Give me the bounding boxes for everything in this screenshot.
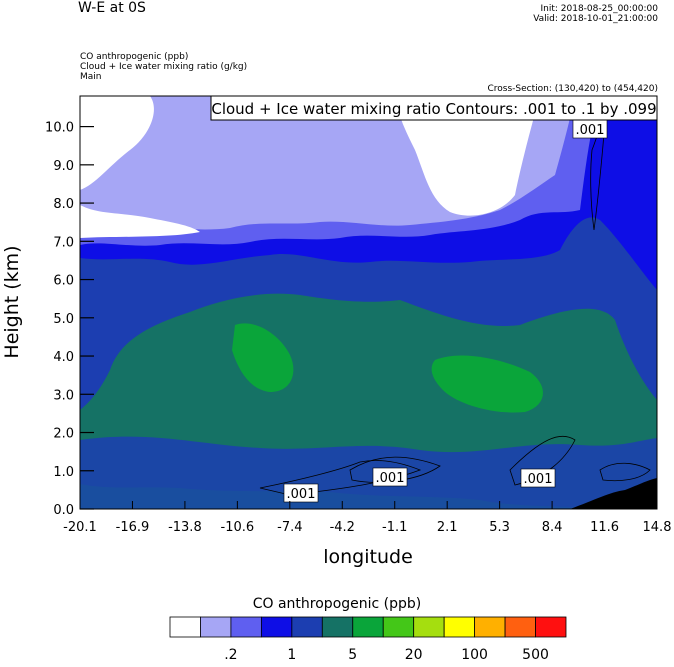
contour-label: .001 <box>287 487 316 502</box>
colorbar-label: 5 <box>348 647 357 663</box>
colorbar-swatch <box>230 616 262 638</box>
band-darkblue-lower <box>80 436 657 509</box>
contour-line <box>349 456 441 483</box>
band-white-left2 <box>80 205 200 238</box>
x-tick-label: -4.2 <box>330 520 355 535</box>
y-tick-label: 5.0 <box>53 312 74 327</box>
y-tick-label: 2.0 <box>53 427 74 442</box>
valid-time: Valid: 2018-10-01_21:00:00 <box>533 14 658 24</box>
y-tick-label: 6.0 <box>53 274 74 289</box>
y-tick-label: 4.0 <box>53 350 74 365</box>
y-tick-label: 8.0 <box>53 197 74 212</box>
colorbar-swatch <box>382 616 415 638</box>
y-tick-label: 0.0 <box>53 503 74 518</box>
colorbar-swatch <box>535 616 567 638</box>
contour-info-label: Cloud + Ice water mixing ratio Contours:… <box>211 100 656 118</box>
colorbar-label: 1 <box>287 647 296 663</box>
colorbar-swatch <box>443 616 476 638</box>
band-white-left <box>80 96 154 190</box>
colorbar-label: 500 <box>522 647 549 663</box>
filled-contour-field <box>80 96 657 509</box>
contour-line <box>599 462 651 482</box>
x-tick-label: 11.6 <box>590 520 619 535</box>
band-green-patch-2 <box>431 355 543 413</box>
y-tick-label: 9.0 <box>53 159 74 174</box>
colorbar-swatch <box>413 616 445 638</box>
band-white-right <box>395 96 540 216</box>
cross-section-label: Cross-Section: (130,420) to (454,420) <box>487 84 659 94</box>
contour-label-box <box>520 468 556 488</box>
contour-label-box <box>372 467 408 487</box>
colorbar-title: CO anthropogenic (ppb) <box>252 596 422 612</box>
contour-label: .001 <box>524 472 553 487</box>
field-name-cloud: Cloud + Ice water mixing ratio (g/kg) <box>80 62 248 72</box>
colorbar-swatch <box>169 616 201 638</box>
colorbar-swatch <box>321 616 354 638</box>
x-tick-label: -1.1 <box>382 520 407 535</box>
y-axis-label: Height (km) <box>1 245 23 358</box>
x-axis-label: longitude <box>323 546 413 568</box>
contour-line <box>259 460 422 496</box>
colorbar-label: .2 <box>224 647 237 663</box>
y-axis: 0.0 1.0 2.0 3.0 4.0 5.0 6.0 7.0 8.0 9.0 10.0 <box>45 121 94 518</box>
x-tick-label: 14.8 <box>643 520 672 535</box>
colorbar-swatch <box>200 616 232 638</box>
plot-title: W-E at 0S <box>78 0 146 16</box>
contour-label: .001 <box>376 471 405 486</box>
x-tick-label: 5.3 <box>489 520 510 535</box>
x-tick-label: -13.8 <box>168 520 202 535</box>
x-tick-label: -10.6 <box>221 520 255 535</box>
x-tick-label: -20.1 <box>63 520 97 535</box>
colorbar-swatch <box>352 616 384 638</box>
x-tick-label: -16.9 <box>116 520 150 535</box>
field-name-co: CO anthropogenic (ppb) <box>80 52 189 62</box>
colorbar-label: 100 <box>461 647 488 663</box>
contour-label-box <box>283 483 319 503</box>
colorbar: .2 1 5 20 100 500 <box>169 616 567 663</box>
cloud-contours <box>259 104 651 496</box>
domain-name: Main <box>80 72 102 82</box>
colorbar-swatch <box>474 616 506 638</box>
y-tick-label: 10.0 <box>45 121 74 136</box>
colorbar-label: 20 <box>405 647 423 663</box>
x-axis: -20.1 -16.9 -13.8 -10.6 -7.4 -4.2 -1.1 2.1 5.3 8.… <box>63 501 671 535</box>
contour-label: .001 <box>576 123 605 138</box>
colorbar-swatch <box>504 616 536 638</box>
terrain <box>570 478 657 509</box>
colorbar-swatch <box>260 616 293 638</box>
y-tick-label: 3.0 <box>53 388 74 403</box>
x-tick-label: 8.4 <box>542 520 563 535</box>
x-tick-label: -7.4 <box>277 520 302 535</box>
y-tick-label: 7.0 <box>53 235 74 250</box>
x-tick-label: 2.1 <box>437 520 458 535</box>
plot-frame <box>79 95 658 510</box>
band-green-patch-1 <box>232 323 294 392</box>
colorbar-swatch <box>291 616 323 638</box>
y-tick-label: 1.0 <box>53 465 74 480</box>
init-time: Init: 2018-08-25_00:00:00 <box>540 4 658 14</box>
contour-labels: .001 .001 .001 .001 <box>283 119 608 503</box>
